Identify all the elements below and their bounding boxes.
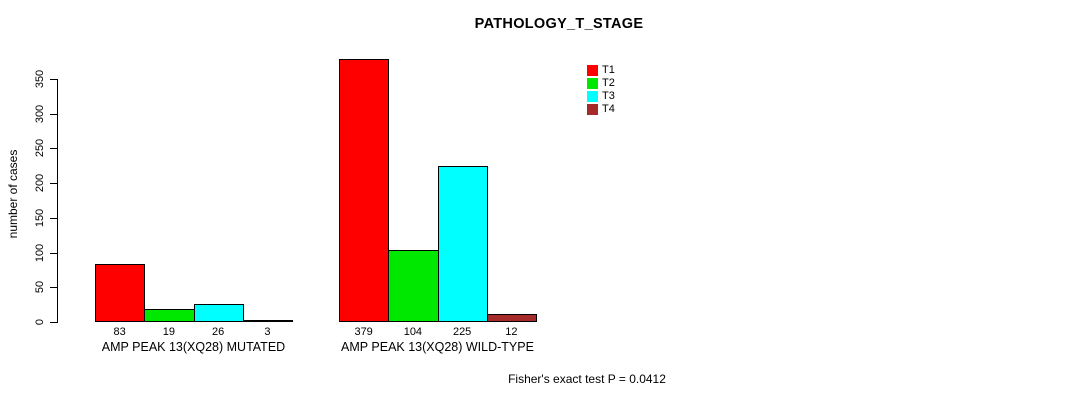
legend-label: T2 xyxy=(602,77,615,89)
y-tick-label: 100 xyxy=(34,243,46,262)
y-tick-label: 300 xyxy=(34,104,46,123)
legend: T1 T2 T3 T4 xyxy=(587,64,615,116)
legend-swatch-t3 xyxy=(587,91,598,102)
legend-label: T4 xyxy=(602,103,615,115)
category-label: AMP PEAK 13(XQ28) WILD-TYPE xyxy=(341,340,534,354)
bar-value-label: 379 xyxy=(354,326,373,338)
legend-item-t3: T3 xyxy=(587,90,615,103)
bar-value-label: 12 xyxy=(505,326,518,338)
legend-label: T1 xyxy=(602,64,615,76)
y-tick xyxy=(50,183,57,185)
bar-t1-2 xyxy=(339,59,390,322)
bar-t3-2 xyxy=(437,166,488,322)
legend-item-t2: T2 xyxy=(587,77,615,90)
y-tick-label: 50 xyxy=(34,281,46,294)
y-tick-label: 200 xyxy=(34,173,46,193)
bar-value-label: 225 xyxy=(452,326,472,338)
y-tick-label: 150 xyxy=(34,208,46,228)
category-label: AMP PEAK 13(XQ28) MUTATED xyxy=(101,340,286,354)
y-axis-title: number of cases xyxy=(6,149,20,239)
fisher-test-annotation: Fisher's exact test P = 0.0412 xyxy=(508,372,666,386)
legend-label: T3 xyxy=(602,90,615,102)
legend-swatch-t4 xyxy=(587,104,598,115)
bar-t4-1 xyxy=(242,320,293,322)
bar-value-label: 3 xyxy=(264,326,271,338)
y-tick xyxy=(50,113,57,115)
bar-value-label: 26 xyxy=(212,326,225,338)
bar-t1-1 xyxy=(95,264,146,322)
legend-item-t4: T4 xyxy=(587,103,615,116)
y-axis-line xyxy=(57,79,58,323)
y-tick xyxy=(50,287,57,289)
bar-t3-1 xyxy=(193,304,244,322)
y-tick xyxy=(50,217,57,219)
y-tick xyxy=(50,148,57,150)
bar-t2-1 xyxy=(144,309,195,322)
y-tick-label: 250 xyxy=(34,139,46,158)
bar-value-label: 83 xyxy=(113,326,126,338)
y-tick xyxy=(50,322,57,323)
bar-t2-2 xyxy=(388,250,439,322)
chart-title: PATHOLOGY_T_STAGE xyxy=(474,16,644,32)
legend-item-t1: T1 xyxy=(587,64,615,77)
bar-value-label: 104 xyxy=(403,326,423,338)
y-tick xyxy=(50,252,57,254)
y-tick xyxy=(50,79,57,80)
legend-swatch-t1 xyxy=(587,65,598,76)
bar-t4-2 xyxy=(486,314,537,322)
y-tick-label: 0 xyxy=(34,318,46,326)
y-tick-label: 350 xyxy=(34,69,46,89)
bar-value-label: 19 xyxy=(162,326,175,338)
legend-swatch-t2 xyxy=(587,78,598,89)
